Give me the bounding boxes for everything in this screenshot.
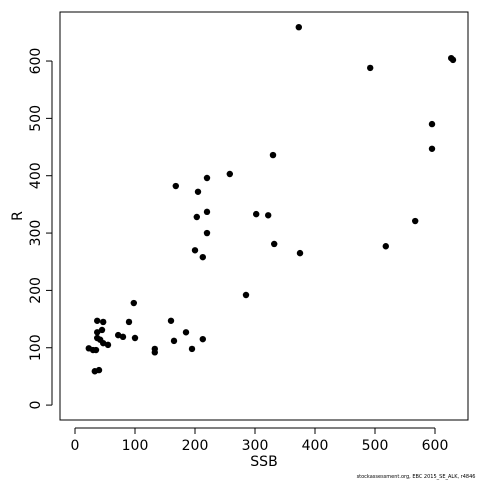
y-axis-label: R xyxy=(10,211,26,221)
x-tick-label: 300 xyxy=(242,438,269,454)
point xyxy=(265,212,272,219)
plot-box xyxy=(59,11,469,421)
point xyxy=(100,318,107,326)
point xyxy=(115,331,122,339)
y-tick-label: 400 xyxy=(28,162,44,189)
x-tick-label: 200 xyxy=(182,438,209,454)
x-tick-label: 500 xyxy=(362,438,389,454)
point xyxy=(104,341,112,349)
point xyxy=(167,317,175,324)
point xyxy=(203,229,211,237)
y-tick-label: 600 xyxy=(28,48,44,75)
point xyxy=(131,334,139,342)
point xyxy=(91,368,99,375)
point xyxy=(172,182,179,190)
point xyxy=(194,188,202,195)
point xyxy=(412,217,419,225)
point xyxy=(203,174,211,182)
point xyxy=(199,335,206,343)
y-tick-label: 200 xyxy=(28,277,44,304)
point xyxy=(382,243,389,250)
point xyxy=(269,151,277,159)
point xyxy=(92,346,100,354)
point xyxy=(151,349,158,356)
y-tick-label: 300 xyxy=(28,220,44,247)
point xyxy=(94,329,101,336)
point xyxy=(100,339,107,347)
point xyxy=(188,345,196,353)
point xyxy=(125,318,133,326)
point xyxy=(191,247,199,254)
x-tick-label: 400 xyxy=(302,438,329,454)
point xyxy=(98,326,106,334)
x-tick-label: 0 xyxy=(71,438,80,454)
point xyxy=(296,249,304,257)
point xyxy=(253,210,260,218)
point xyxy=(295,23,302,31)
point xyxy=(226,170,233,178)
y-tick-label: 100 xyxy=(28,334,44,361)
footnote: stockassessment.org, EBC 2015_SE_ALK, r4… xyxy=(357,474,476,480)
point xyxy=(367,64,374,72)
point xyxy=(130,299,137,307)
point xyxy=(182,329,190,336)
point xyxy=(94,317,101,324)
point xyxy=(428,145,436,152)
point xyxy=(242,291,250,299)
y-tick-label: 500 xyxy=(28,105,44,132)
point xyxy=(428,120,436,128)
point xyxy=(119,333,127,341)
point xyxy=(203,208,211,216)
x-tick-label: 100 xyxy=(122,438,149,454)
point xyxy=(271,240,278,248)
y-tick-label: 0 xyxy=(28,401,44,410)
point xyxy=(449,56,457,64)
x-axis-label: SSB xyxy=(250,454,277,470)
point xyxy=(193,213,200,221)
point xyxy=(170,337,178,345)
point xyxy=(199,253,206,261)
x-tick-label: 600 xyxy=(422,438,449,454)
